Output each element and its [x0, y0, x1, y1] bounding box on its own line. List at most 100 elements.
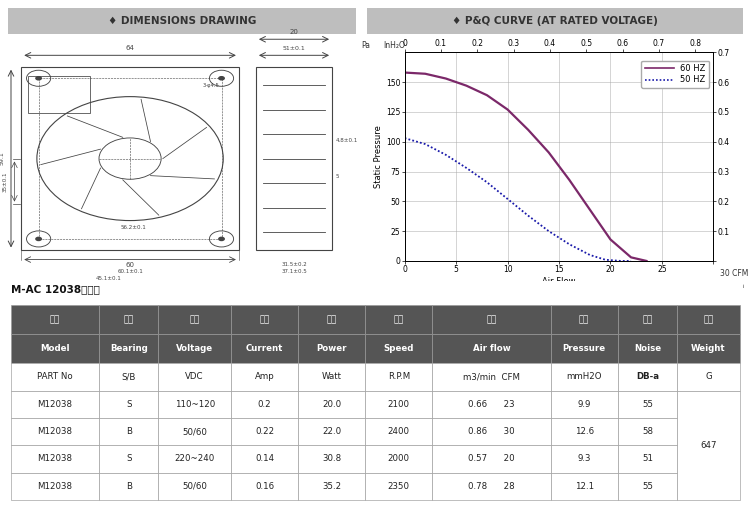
Text: B: B: [125, 482, 131, 491]
Bar: [677, 391, 740, 500]
Text: Speed: Speed: [384, 344, 414, 353]
Text: Pressure: Pressure: [562, 344, 606, 353]
Text: S: S: [126, 454, 131, 463]
Bar: [433, 334, 550, 363]
Bar: [11, 391, 99, 418]
Text: 0.22: 0.22: [255, 427, 274, 436]
Bar: [11, 334, 99, 363]
Text: 0.78      28: 0.78 28: [468, 482, 514, 491]
Bar: [231, 391, 298, 418]
Bar: [618, 418, 677, 445]
Bar: [365, 391, 433, 418]
Text: 12.1: 12.1: [575, 482, 594, 491]
Text: 22.0: 22.0: [322, 427, 341, 436]
Bar: [298, 445, 365, 473]
Text: 12.6: 12.6: [575, 427, 594, 436]
Bar: [365, 363, 433, 391]
Bar: [433, 391, 550, 418]
Text: DB-a: DB-a: [636, 372, 659, 381]
Bar: [365, 473, 433, 500]
Text: S: S: [126, 400, 131, 409]
Text: R.P.M: R.P.M: [388, 372, 410, 381]
Text: 0.14: 0.14: [255, 454, 274, 463]
Text: 0.66      23: 0.66 23: [468, 400, 514, 409]
Text: m3/min  CFM: m3/min CFM: [463, 372, 520, 381]
Text: 電壓: 電壓: [189, 315, 200, 324]
Text: Current: Current: [246, 344, 283, 353]
Bar: [365, 418, 433, 445]
Text: Weight: Weight: [691, 344, 726, 353]
Bar: [99, 473, 158, 500]
Bar: [99, 334, 158, 363]
Bar: [11, 445, 99, 473]
Bar: [365, 334, 433, 363]
Text: 風壓: 風壓: [579, 315, 590, 324]
Text: 型号: 型号: [50, 315, 60, 324]
Bar: [618, 305, 677, 334]
Bar: [550, 305, 618, 334]
Text: Amp: Amp: [255, 372, 274, 381]
Bar: [433, 305, 550, 334]
Text: 電流: 電流: [259, 315, 270, 324]
Bar: [298, 305, 365, 334]
Bar: [231, 363, 298, 391]
Bar: [550, 391, 618, 418]
Bar: [298, 473, 365, 500]
Text: Model: Model: [41, 344, 70, 353]
Bar: [550, 418, 618, 445]
Bar: [298, 363, 365, 391]
Text: M12038: M12038: [38, 454, 73, 463]
Text: 30.8: 30.8: [322, 454, 341, 463]
Text: 50/60: 50/60: [182, 427, 207, 436]
Text: 0.16: 0.16: [255, 482, 274, 491]
Bar: [677, 363, 740, 391]
Text: 轉速: 轉速: [394, 315, 404, 324]
Text: 2400: 2400: [388, 427, 410, 436]
Text: 51: 51: [642, 454, 653, 463]
Bar: [550, 363, 618, 391]
Text: 風量: 風量: [487, 315, 496, 324]
Bar: [11, 305, 99, 334]
Text: Power: Power: [316, 344, 347, 353]
Text: G: G: [705, 372, 712, 381]
Bar: [231, 305, 298, 334]
Text: ♦ DIMENSIONS DRAWING: ♦ DIMENSIONS DRAWING: [107, 16, 256, 26]
Text: 58: 58: [642, 427, 653, 436]
Bar: [677, 334, 740, 363]
Bar: [550, 445, 618, 473]
Bar: [158, 473, 231, 500]
Text: 9.9: 9.9: [578, 400, 591, 409]
Bar: [618, 334, 677, 363]
Bar: [158, 445, 231, 473]
Bar: [550, 473, 618, 500]
Text: Air flow: Air flow: [472, 344, 511, 353]
Text: 0.57      20: 0.57 20: [468, 454, 514, 463]
Text: 重量: 重量: [704, 315, 713, 324]
Text: 20.0: 20.0: [322, 400, 341, 409]
Text: 647: 647: [700, 441, 716, 450]
Bar: [11, 363, 99, 391]
Bar: [298, 334, 365, 363]
Text: Bearing: Bearing: [110, 344, 147, 353]
Bar: [365, 445, 433, 473]
Text: 2350: 2350: [388, 482, 410, 491]
Bar: [231, 418, 298, 445]
Text: ♦ P&Q CURVE (AT RATED VOLTAGE): ♦ P&Q CURVE (AT RATED VOLTAGE): [452, 16, 658, 26]
Text: 2100: 2100: [388, 400, 410, 409]
Bar: [433, 363, 550, 391]
Bar: [618, 363, 677, 391]
Text: 2000: 2000: [388, 454, 410, 463]
Bar: [158, 418, 231, 445]
Bar: [677, 305, 740, 334]
Text: 50/60: 50/60: [182, 482, 207, 491]
Bar: [365, 305, 433, 334]
Bar: [11, 418, 99, 445]
Bar: [99, 363, 158, 391]
Bar: [367, 8, 743, 34]
Text: Noise: Noise: [634, 344, 661, 353]
Text: 9.3: 9.3: [578, 454, 591, 463]
Bar: [433, 445, 550, 473]
Bar: [158, 363, 231, 391]
Bar: [433, 473, 550, 500]
Bar: [99, 305, 158, 334]
